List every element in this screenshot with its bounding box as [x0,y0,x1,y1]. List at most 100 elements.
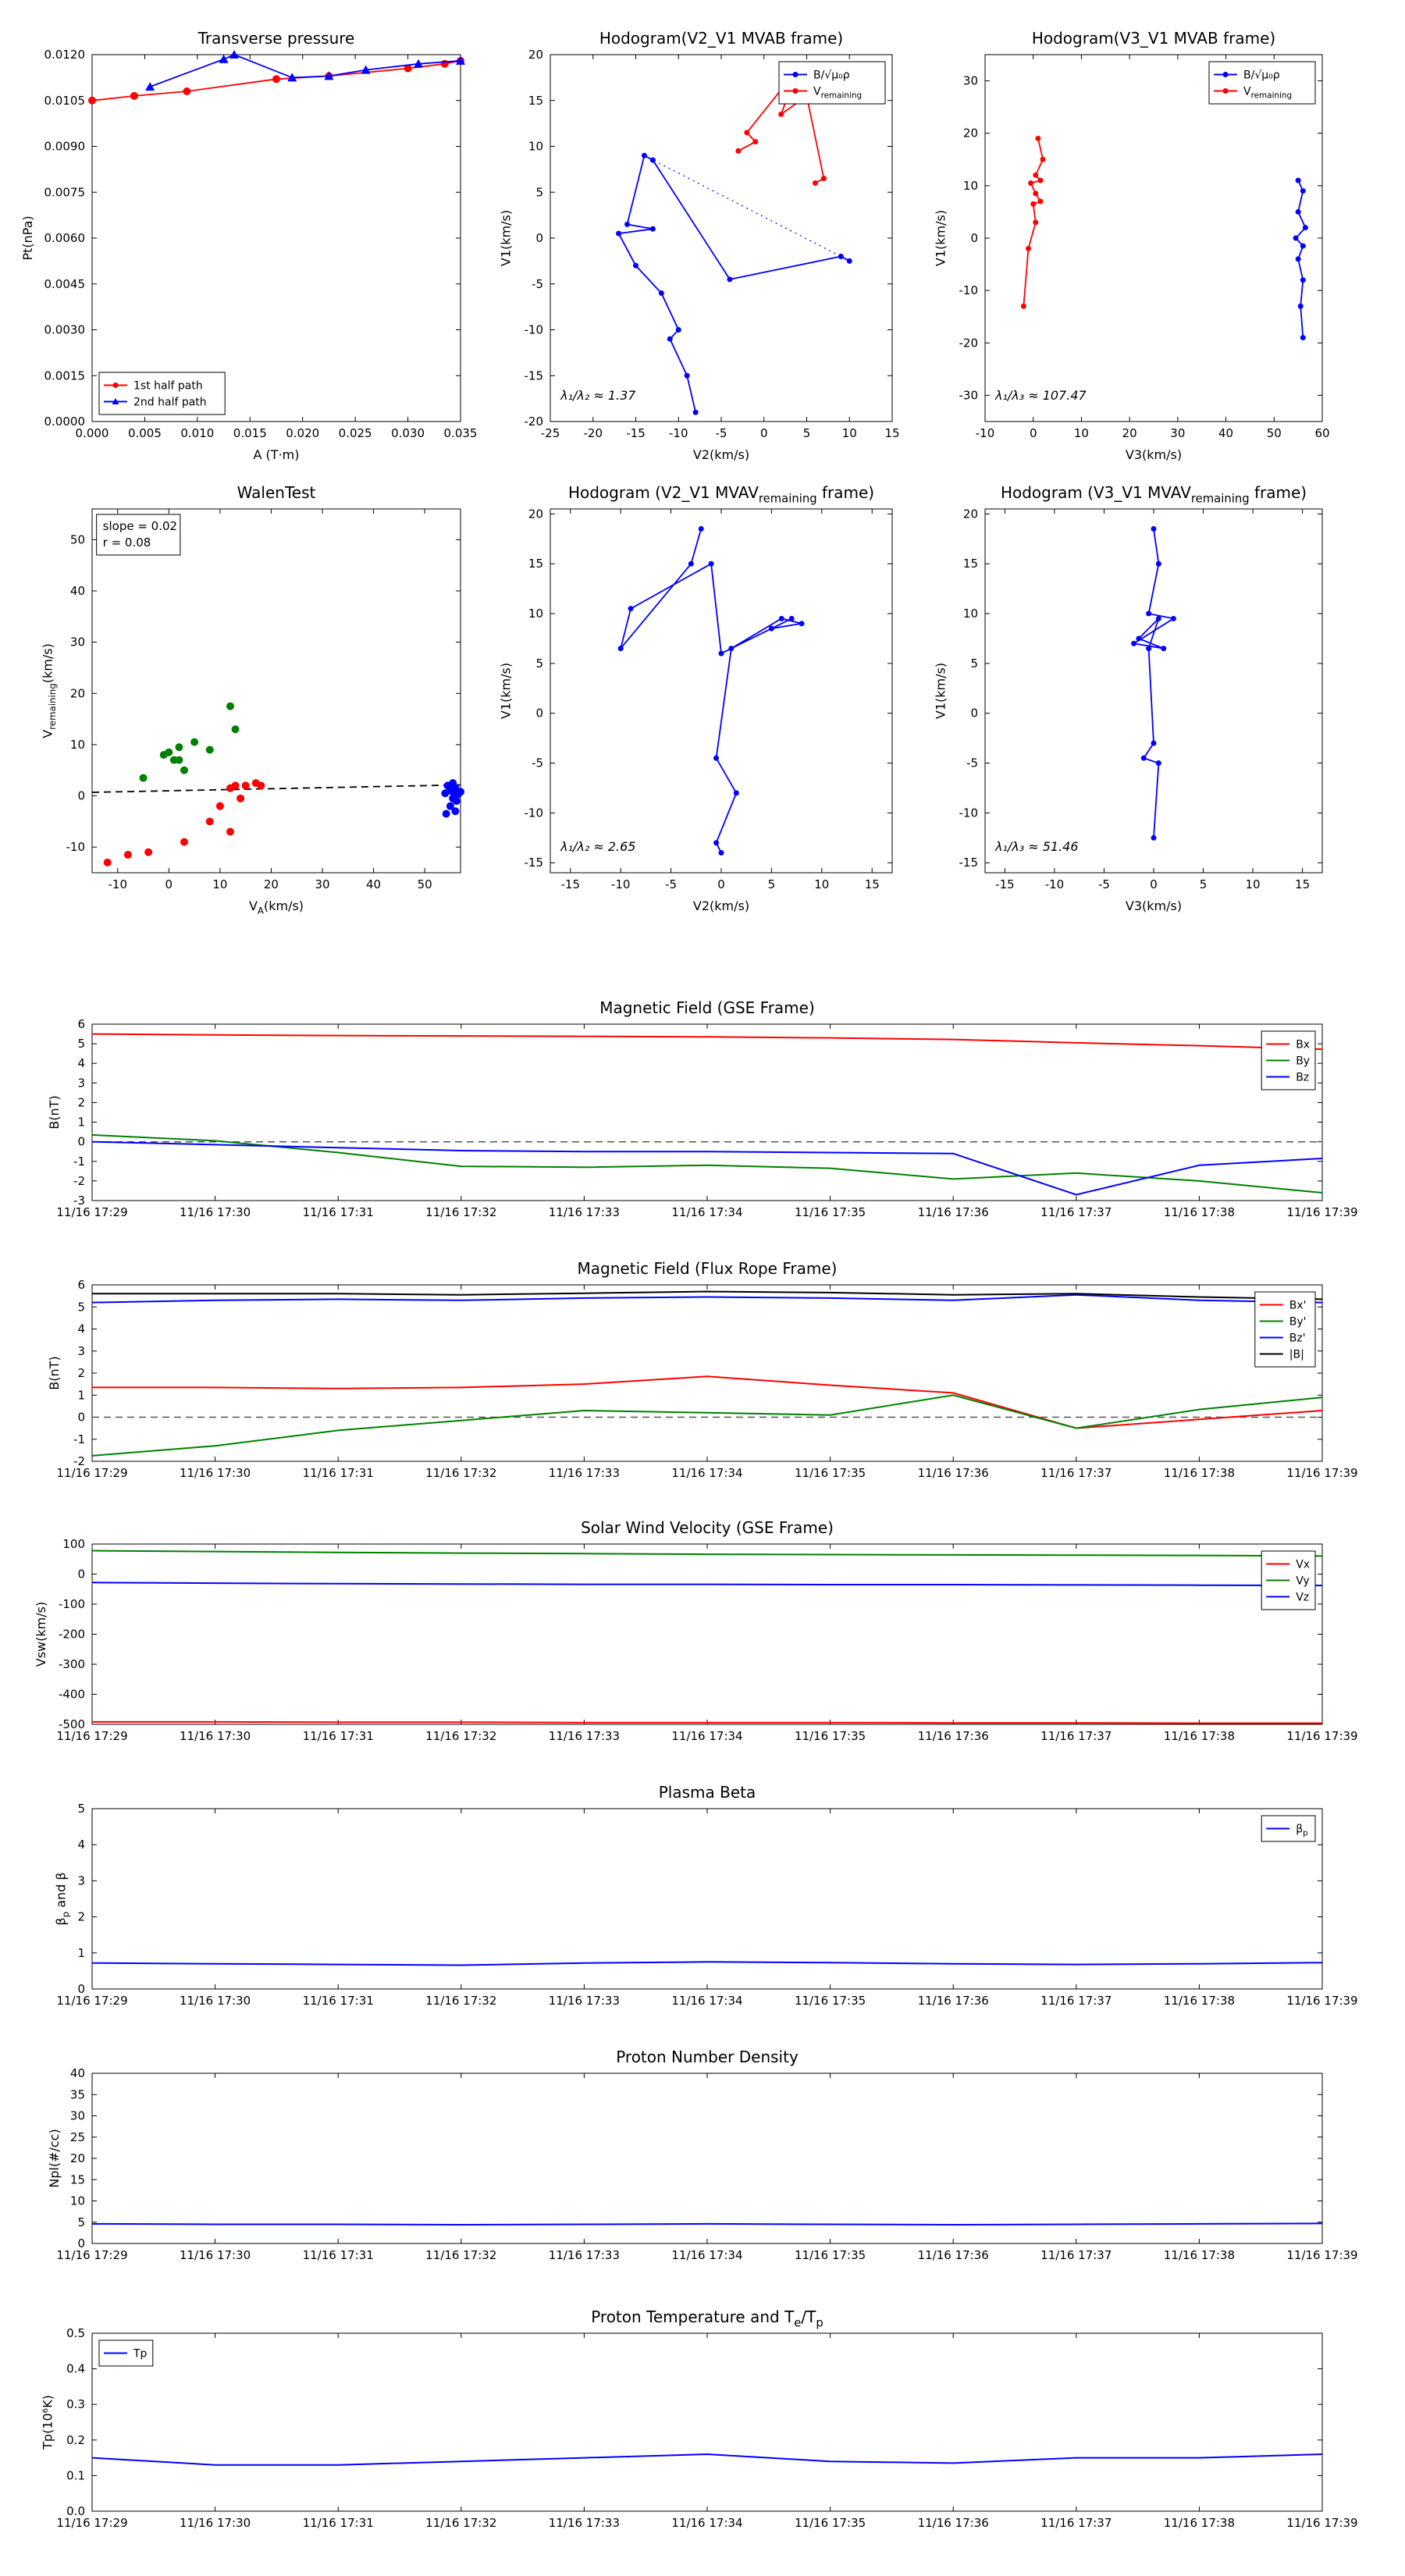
x-tick-label: 11/16 17:32 [425,2248,496,2262]
y-tick-label: -2 [73,1174,85,1188]
y-tick-label: 0 [77,1567,85,1582]
y-tick-label: -15 [959,856,979,870]
x-tick-label: 11/16 17:35 [795,1729,866,1743]
x-tick-label: 11/16 17:35 [795,2248,866,2262]
x-tick-label: 0.015 [233,426,267,440]
chart-title: Magnetic Field (Flux Rope Frame) [578,1259,838,1278]
legend-label: By [1296,1055,1310,1068]
x-tick-label: 0.020 [286,426,319,440]
x-tick-label: 11/16 17:36 [918,2248,989,2262]
y-axis-label: Vremaining(km/s) [41,643,59,738]
x-tick-label: 20 [1122,426,1137,440]
x-tick-label: 11/16 17:34 [671,2516,742,2530]
y-tick-label: 1 [77,1388,85,1402]
x-tick-label: 11/16 17:31 [303,1729,374,1743]
y-tick-label: 0 [77,1982,85,1996]
x-tick-label: 11/16 17:36 [918,2516,989,2530]
y-tick-label: -10 [66,840,86,854]
y-tick-label: 40 [70,2066,85,2080]
x-tick-label: 11/16 17:36 [918,1205,989,1219]
point-marker [744,130,750,136]
x-tick-label: 11/16 17:33 [549,2516,620,2530]
point-marker [1155,760,1161,767]
triangle-marker [361,65,371,74]
chart-plasma-beta: 11/16 17:29 11/16 17:30 11/16 17:31 11/16 1… [54,1783,1358,2008]
y-tick-label: 10 [70,2194,85,2208]
x-tick-label: 11/16 17:38 [1164,1205,1235,1219]
point-marker [617,646,624,652]
triangle-marker [112,398,119,404]
y-tick-label: -1 [73,1432,85,1446]
point-marker [718,849,724,856]
x-tick-label: 10 [814,877,829,891]
x-tick-label: -25 [541,426,560,440]
x-tick-label: 0 [1030,426,1037,440]
series-Np [91,2222,1323,2226]
axes-frame: 11/16 17:29 11/16 17:30 11/16 17:31 11/16 1… [56,2066,1357,2262]
point-marker [257,781,265,790]
y-tick-label: 15 [70,2172,85,2186]
series-Vz [91,1582,1323,1587]
x-tick-label: 11/16 17:29 [56,1729,127,1743]
triangle-marker [287,73,297,82]
legend-label: Bx [1296,1039,1310,1051]
y-axis-label: V1(km/s) [934,663,948,719]
vsw-gse-plot: 11/16 17:29 11/16 17:30 11/16 17:31 11/16 1… [34,1518,1358,1743]
x-tick-label: 15 [865,877,880,891]
x-tick-label: 11/16 17:36 [918,1729,989,1743]
point-marker [792,88,799,94]
series-walen-red-points [103,779,265,866]
point-marker [1151,740,1157,746]
point-marker [1300,188,1306,194]
y-axis-label: βp and β [54,1872,72,1925]
x-tick-label: 11/16 17:38 [1164,1466,1235,1480]
chart-title: Hodogram(V3_V1 MVAB frame) [1032,29,1275,48]
y-tick-label: -20 [959,336,979,350]
chart-title: Proton Temperature and Te/Tp [591,2307,823,2330]
x-tick-label: -15 [995,877,1015,891]
y-tick-label: 15 [528,94,543,108]
x-tick-label: 11/16 17:33 [549,2248,620,2262]
point-marker [1033,219,1039,226]
axes-frame: -10 0 10 20 30 40 50 60 -30 -20 -10 0 10 20 30 [959,54,1330,440]
y-tick-label: 0 [970,231,978,245]
hodogram-v3v1-mvav-plot: -15 -10 -5 0 5 10 15 -15 -10 -5 0 5 10 15 20 Hodogram (… [934,483,1323,913]
legend-label: |B| [1289,1349,1304,1361]
point-marker [1033,172,1039,178]
y-tick-label: 10 [70,738,85,752]
y-axis-label: Vsw(km/s) [34,1602,48,1667]
point-marker [1151,834,1157,841]
y-tick-label: 30 [70,635,85,649]
point-marker [792,72,799,77]
x-tick-label: -20 [584,426,603,440]
x-tick-label: 60 [1314,426,1329,440]
x-tick-label: -5 [665,877,677,891]
y-tick-label: 1 [77,1115,85,1130]
y-tick-label: 20 [528,48,543,62]
x-tick-label: 15 [1295,877,1310,891]
point-marker [1037,198,1044,205]
axes-frame: -10 0 10 20 30 40 50 -10 0 10 20 30 40 50 [66,508,461,891]
x-tick-label: 15 [884,426,899,440]
legend-label: Vx [1296,1559,1310,1571]
point-marker [692,409,699,415]
point-marker [649,226,656,232]
y-tick-label: -1 [73,1155,85,1169]
x-tick-label: -15 [626,426,646,440]
chart-hodogram-v2v1-mvab: -25 -20 -15 -10 -5 0 5 10 15 -20 -15 -10 -5 0 5 10 15 20 H… [499,29,900,462]
y-tick-label: 0.0105 [44,94,86,108]
y-tick-label: 4 [77,1838,85,1852]
legend-label: 1st half path [133,380,203,393]
point-marker [123,851,132,859]
series-B-magnitude [92,1290,1323,1300]
y-tick-label: 30 [70,2109,85,2123]
point-marker [628,606,634,612]
x-tick-label: -10 [108,877,128,891]
point-marker [788,615,795,621]
point-marker [1028,180,1034,186]
annotation-text: λ₁/λ₃ ≈ 51.46 [994,839,1079,854]
x-tick-label: 0 [165,877,173,891]
point-marker [457,788,464,796]
transverse-pressure-plot: 0.000 0.005 0.010 0.015 0.020 0.025 0.030 0.035… [20,29,477,462]
